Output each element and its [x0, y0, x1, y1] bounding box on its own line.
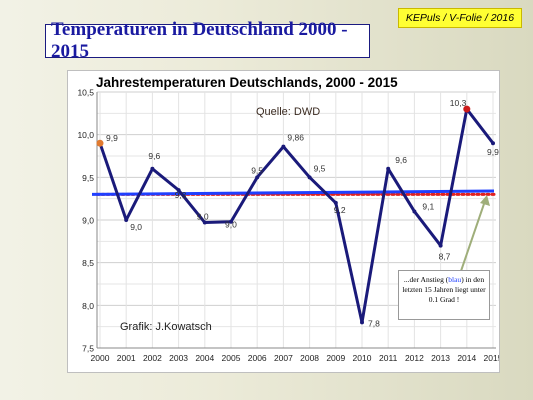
data-label: 9,86 — [287, 133, 304, 143]
annotation-highlight: blau — [448, 275, 462, 284]
data-label: 10,3 — [450, 98, 467, 108]
data-point — [360, 320, 364, 325]
x-tick-label: 2007 — [274, 353, 293, 363]
data-point — [96, 139, 104, 147]
data-label: 9,0 — [197, 212, 209, 222]
y-tick-label: 8,5 — [82, 258, 94, 268]
x-tick-label: 2011 — [379, 353, 398, 363]
x-tick-label: 2005 — [222, 353, 241, 363]
y-tick-label: 10,0 — [77, 130, 94, 140]
y-tick-label: 10,5 — [77, 88, 94, 98]
x-tick-label: 2002 — [143, 353, 162, 363]
x-tick-label: 2001 — [117, 353, 136, 363]
annotation-arrowhead — [480, 195, 490, 206]
data-label: 9,5 — [251, 165, 263, 175]
data-label: 9,9 — [106, 133, 118, 143]
temperature-line-chart: Jahrestemperaturen Deutschlands, 2000 - … — [77, 75, 499, 363]
data-label: 9,0 — [130, 222, 142, 232]
x-tick-label: 2008 — [300, 353, 319, 363]
data-point — [124, 218, 129, 222]
data-point — [412, 209, 417, 214]
data-point — [202, 220, 207, 225]
data-point — [307, 175, 312, 180]
data-label: 9,3 — [175, 190, 187, 200]
data-label: 9,6 — [395, 155, 407, 165]
x-tick-label: 2015 — [484, 353, 499, 363]
data-point — [229, 219, 233, 224]
x-tick-label: 2006 — [248, 353, 267, 363]
data-label: 9,0 — [225, 220, 237, 230]
y-tick-label: 9,0 — [82, 216, 94, 226]
slide-badge: KEPuls / V-Folie / 2016 — [398, 8, 522, 28]
annotation-text-2: ) in den letzten 15 Jahren liegt unter 0… — [402, 275, 486, 304]
slide-title: Temperaturen in Deutschland 2000 - 2015 — [45, 19, 370, 62]
trend-line — [91, 189, 495, 196]
data-point — [438, 243, 443, 248]
data-point — [386, 166, 391, 171]
x-tick-label: 2013 — [431, 353, 450, 363]
chart-frame: Jahrestemperaturen Deutschlands, 2000 - … — [67, 70, 500, 373]
chart-title: Jahrestemperaturen Deutschlands, 2000 - … — [96, 75, 398, 90]
x-tick-label: 2000 — [91, 353, 110, 363]
trend-annotation: ...der Anstieg (blau) in den letzten 15 … — [398, 270, 490, 320]
data-label: 9,1 — [422, 201, 434, 211]
temperature-series-line — [98, 107, 495, 324]
data-point — [176, 188, 181, 193]
chart-credit: Grafik: J.Kowatsch — [120, 321, 212, 333]
data-label: 9,9 — [487, 147, 499, 157]
y-tick-label: 8,0 — [82, 301, 94, 311]
data-label: 9,2 — [334, 205, 346, 215]
y-tick-label: 9,5 — [82, 173, 94, 183]
annotation-text-1: ...der Anstieg ( — [403, 275, 449, 284]
y-tick-label: 7,5 — [82, 344, 94, 354]
x-tick-label: 2004 — [195, 353, 214, 363]
x-tick-label: 2010 — [353, 353, 372, 363]
data-point — [150, 166, 155, 171]
x-tick-label: 2003 — [169, 353, 188, 363]
x-tick-label: 2012 — [405, 353, 424, 363]
data-point — [333, 200, 338, 205]
data-point — [255, 175, 260, 180]
data-point — [281, 144, 286, 149]
data-label: 8,7 — [439, 252, 451, 262]
data-point — [463, 105, 471, 113]
data-label: 7,8 — [368, 318, 380, 328]
x-tick-label: 2009 — [326, 353, 345, 363]
data-label: 9,5 — [314, 163, 326, 173]
x-tick-label: 2014 — [457, 353, 476, 363]
data-label: 9,6 — [148, 151, 160, 161]
chart-source: Quelle: DWD — [256, 106, 320, 118]
data-point — [491, 141, 495, 146]
annotation-arrow — [460, 197, 487, 272]
